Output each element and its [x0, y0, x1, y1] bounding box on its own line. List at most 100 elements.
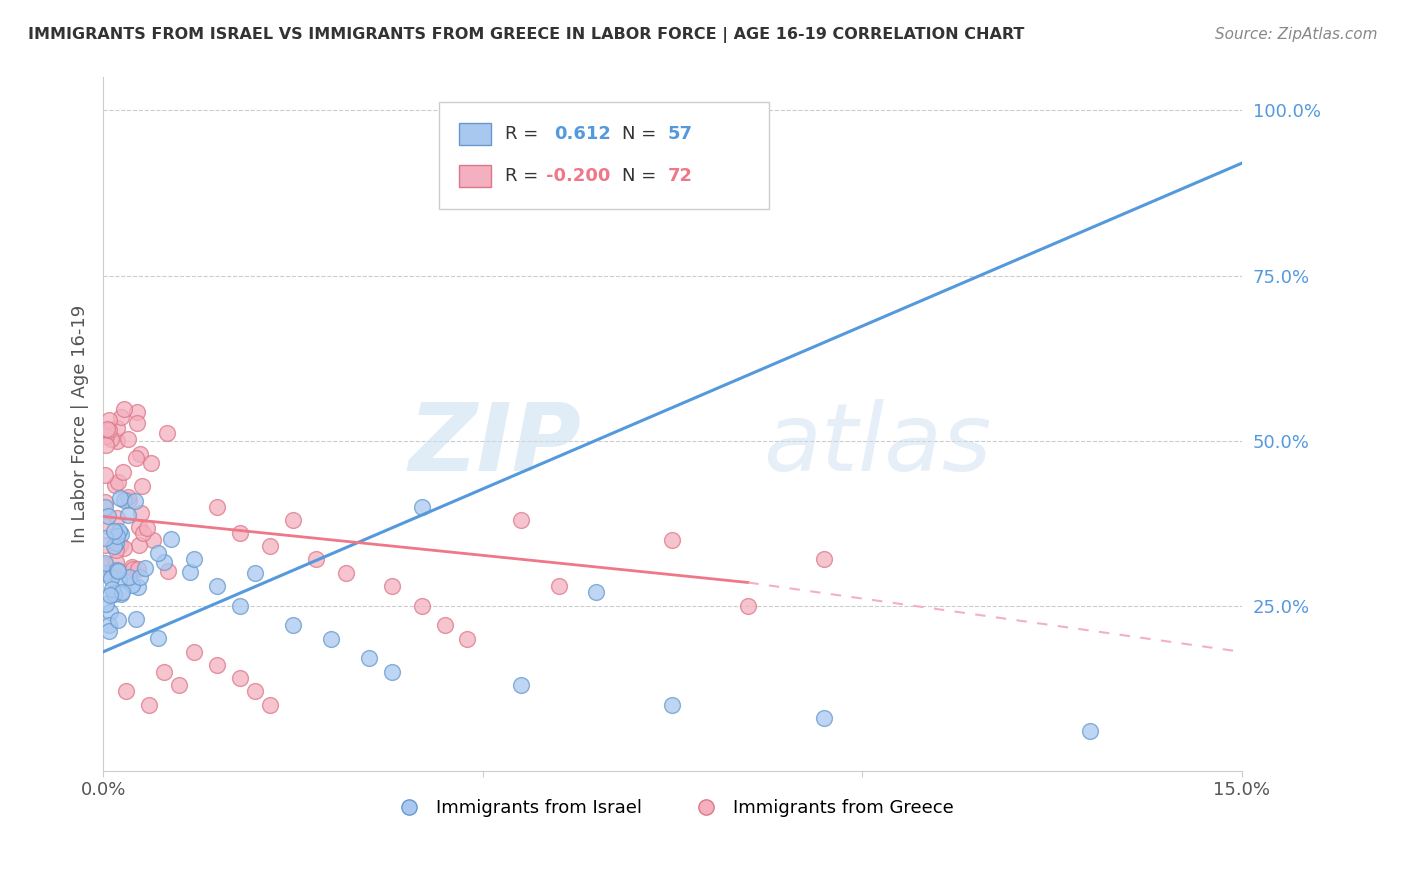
Point — [94, 495, 117, 509]
Point — [97, 509, 120, 524]
Point — [433, 618, 456, 632]
Point — [132, 525, 155, 540]
Point — [661, 533, 683, 547]
Point — [98, 606, 121, 620]
Point — [129, 570, 152, 584]
Point — [259, 539, 281, 553]
Text: 57: 57 — [668, 125, 693, 144]
Point — [281, 513, 304, 527]
Point — [94, 556, 117, 570]
Point — [146, 545, 169, 559]
Point — [229, 671, 252, 685]
Point — [117, 508, 139, 523]
Point — [456, 632, 478, 646]
Point — [107, 565, 129, 579]
Point — [110, 587, 132, 601]
Point — [127, 416, 149, 430]
Point — [661, 698, 683, 712]
Point — [146, 632, 169, 646]
Point — [97, 423, 120, 437]
Text: 72: 72 — [668, 167, 693, 185]
Point — [94, 566, 117, 580]
Point — [259, 698, 281, 712]
Point — [319, 632, 342, 646]
Point — [94, 500, 117, 514]
Point — [229, 526, 252, 541]
Point — [205, 500, 228, 514]
Point — [107, 475, 129, 489]
Point — [335, 566, 357, 580]
Point — [304, 552, 326, 566]
Point — [585, 585, 607, 599]
Point — [121, 559, 143, 574]
Point — [117, 432, 139, 446]
Point — [509, 513, 531, 527]
Point — [813, 711, 835, 725]
Point — [167, 678, 190, 692]
FancyBboxPatch shape — [460, 165, 491, 187]
FancyBboxPatch shape — [439, 102, 769, 209]
Point — [100, 571, 122, 585]
Point — [103, 524, 125, 538]
Text: ZIP: ZIP — [408, 399, 581, 491]
Point — [411, 500, 433, 514]
Point — [115, 684, 138, 698]
Point — [183, 552, 205, 566]
Point — [156, 426, 179, 441]
Point — [509, 678, 531, 692]
Point — [108, 524, 131, 538]
Point — [139, 456, 162, 470]
Point — [380, 665, 402, 679]
Point — [127, 580, 149, 594]
Point — [737, 599, 759, 613]
Point — [96, 519, 118, 533]
Point — [111, 584, 134, 599]
Point — [134, 561, 156, 575]
Point — [205, 658, 228, 673]
Point — [128, 447, 150, 461]
Point — [118, 492, 141, 507]
Point — [179, 565, 201, 579]
Point — [125, 405, 148, 419]
Y-axis label: In Labor Force | Age 16-19: In Labor Force | Age 16-19 — [72, 305, 89, 543]
Point — [100, 582, 122, 596]
Point — [114, 401, 136, 416]
Point — [103, 540, 125, 554]
Point — [98, 624, 121, 638]
Point — [97, 618, 120, 632]
Point — [98, 412, 121, 426]
Point — [94, 538, 117, 552]
Point — [110, 527, 132, 541]
Point — [96, 598, 118, 612]
Point — [142, 533, 165, 547]
Point — [160, 533, 183, 547]
Point — [105, 421, 128, 435]
Point — [183, 645, 205, 659]
Text: -0.200: -0.200 — [546, 167, 610, 185]
Point — [105, 536, 128, 550]
Point — [107, 563, 129, 577]
Point — [125, 612, 148, 626]
Point — [96, 438, 118, 452]
Point — [281, 618, 304, 632]
Text: N =: N = — [623, 125, 657, 144]
Point — [111, 465, 134, 479]
Point — [153, 665, 176, 679]
Point — [105, 434, 128, 448]
Point — [103, 587, 125, 601]
Point — [100, 588, 122, 602]
Text: R =: R = — [505, 125, 538, 144]
Point — [118, 570, 141, 584]
Point — [127, 562, 149, 576]
Point — [124, 450, 146, 465]
Point — [229, 599, 252, 613]
Point — [1078, 724, 1101, 739]
Point — [156, 564, 179, 578]
Point — [129, 506, 152, 520]
Point — [121, 578, 143, 592]
Point — [94, 558, 117, 573]
Point — [100, 432, 122, 446]
Point — [104, 477, 127, 491]
Point — [108, 538, 131, 552]
Point — [105, 528, 128, 542]
